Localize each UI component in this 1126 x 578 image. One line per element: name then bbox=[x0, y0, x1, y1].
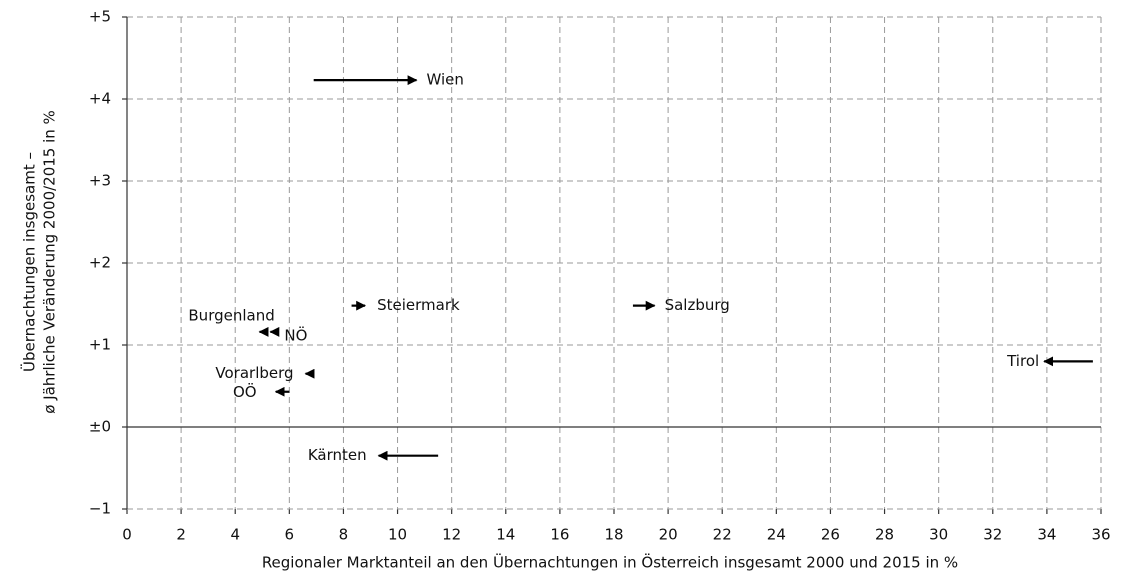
x-tick-label: 36 bbox=[1091, 526, 1110, 544]
region-label: Wien bbox=[426, 71, 463, 89]
region-label: Burgenland bbox=[188, 306, 274, 324]
x-tick-label: 10 bbox=[388, 526, 407, 544]
region-label: NÖ bbox=[284, 325, 307, 344]
x-axis-label: Regionaler Marktanteil an den Übernachtu… bbox=[262, 553, 958, 572]
y-tick-label: +3 bbox=[89, 172, 111, 190]
y-axis-label: Übernachtungen insgesamt – bbox=[20, 152, 39, 372]
y-tick-label: +2 bbox=[89, 254, 111, 272]
x-tick-label: 22 bbox=[713, 526, 732, 544]
x-tick-label: 32 bbox=[983, 526, 1002, 544]
x-tick-label: 14 bbox=[496, 526, 515, 544]
x-tick-label: 8 bbox=[339, 526, 349, 544]
x-tick-label: 26 bbox=[821, 526, 840, 544]
x-tick-label: 0 bbox=[122, 526, 132, 544]
x-tick-label: 20 bbox=[659, 526, 678, 544]
y-tick-label: +1 bbox=[89, 336, 111, 354]
region-label: OÖ bbox=[233, 382, 257, 401]
x-tick-label: 24 bbox=[767, 526, 786, 544]
region-label: Tirol bbox=[1006, 352, 1039, 370]
x-tick-label: 4 bbox=[230, 526, 240, 544]
x-tick-label: 6 bbox=[285, 526, 295, 544]
y-tick-label: +4 bbox=[89, 90, 111, 108]
region-label: Steiermark bbox=[377, 296, 460, 314]
y-tick-label: +5 bbox=[89, 8, 111, 26]
region-label: Vorarlberg bbox=[215, 364, 293, 382]
x-tick-label: 34 bbox=[1037, 526, 1056, 544]
x-tick-label: 28 bbox=[875, 526, 894, 544]
x-tick-label: 30 bbox=[929, 526, 948, 544]
x-tick-label: 2 bbox=[176, 526, 186, 544]
y-tick-label: −1 bbox=[89, 500, 111, 518]
y-tick-label: ±0 bbox=[89, 418, 111, 436]
y-axis-label: ø Jährliche Veränderung 2000/2015 in % bbox=[41, 110, 59, 414]
x-tick-label: 18 bbox=[604, 526, 623, 544]
x-tick-label: 16 bbox=[550, 526, 569, 544]
region-label: Kärnten bbox=[308, 446, 367, 464]
x-tick-label: 12 bbox=[442, 526, 461, 544]
region-label: Salzburg bbox=[665, 296, 730, 314]
